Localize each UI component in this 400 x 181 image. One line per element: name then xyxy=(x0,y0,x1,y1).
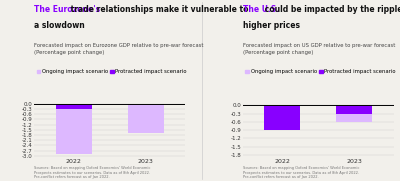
Text: The U.S.: The U.S. xyxy=(243,5,279,14)
Legend: Ongoing impact scenario, Protracted impact scenario: Ongoing impact scenario, Protracted impa… xyxy=(245,69,396,74)
Text: Forecasted impact on US GDP relative to pre-war forecast
(Percentage point chang: Forecasted impact on US GDP relative to … xyxy=(243,43,395,55)
Text: Sources: Based on mapping Oxford Economics' World Economic
Prospects estimates t: Sources: Based on mapping Oxford Economi… xyxy=(34,166,150,179)
Legend: Ongoing impact scenario, Protracted impact scenario: Ongoing impact scenario, Protracted impa… xyxy=(37,69,187,74)
Bar xyxy=(128,104,164,133)
Text: could be impacted by the ripple effects of: could be impacted by the ripple effects … xyxy=(262,5,400,14)
Text: higher prices: higher prices xyxy=(243,21,300,30)
Bar xyxy=(336,106,372,122)
Text: Forecasted impact on Eurozone GDP relative to pre-war forecast
(Percentage point: Forecasted impact on Eurozone GDP relati… xyxy=(34,43,204,55)
Bar xyxy=(128,104,164,133)
Text: Sources: Based on mapping Oxford Economics' World Economic
Prospects estimates t: Sources: Based on mapping Oxford Economi… xyxy=(243,166,359,179)
Bar xyxy=(336,114,372,122)
Text: trade relationships make it vulnerable to: trade relationships make it vulnerable t… xyxy=(68,5,248,14)
Text: The Eurozone's: The Eurozone's xyxy=(34,5,100,14)
Bar xyxy=(56,104,92,109)
Bar xyxy=(264,106,300,130)
Bar xyxy=(56,109,92,154)
Text: a slowdown: a slowdown xyxy=(34,21,85,30)
Bar xyxy=(336,106,372,114)
Bar xyxy=(264,106,300,130)
Bar xyxy=(56,104,92,154)
